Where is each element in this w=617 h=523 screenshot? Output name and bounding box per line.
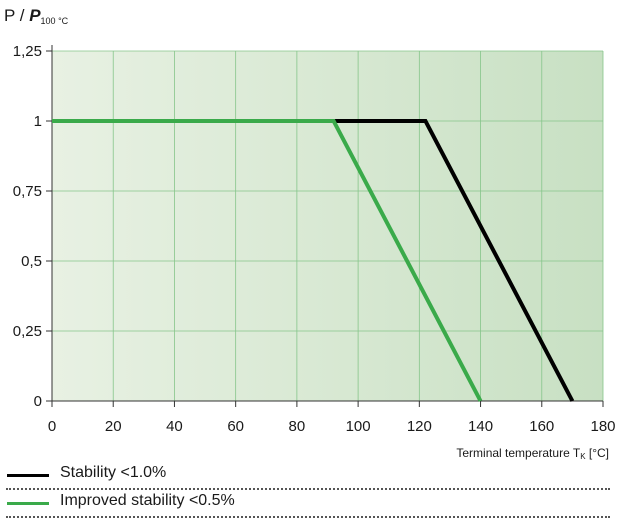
- x-tick-label: 0: [48, 418, 56, 435]
- x-tick-label: 20: [105, 418, 122, 435]
- x-axis-label: Terminal temperature TK [°C]: [456, 446, 609, 461]
- x-axis-label-text: Terminal temperature T: [456, 446, 581, 460]
- legend-swatch-improved-stability: [7, 502, 49, 505]
- y-tick-label: 0: [34, 393, 42, 410]
- x-tick-labels: 0 20 40 60 80 100 120 140 160 180: [48, 418, 616, 435]
- x-tick-label: 120: [407, 418, 432, 435]
- legend-label-improved-stability: Improved stability <0.5%: [60, 492, 235, 509]
- chart: 0 20 40 60 80 100 120 140 160 180 0 0,25 0,5 0,75 1 1,…: [13, 43, 616, 435]
- y-tick-label: 1,25: [13, 43, 42, 60]
- y-tick-label: 1: [34, 113, 42, 130]
- x-tick-label: 80: [289, 418, 306, 435]
- legend-label-stability: Stability <1.0%: [60, 464, 167, 481]
- x-tick-label: 180: [590, 418, 615, 435]
- y-axis-label-sub: 100 °C: [40, 16, 69, 26]
- axes: [46, 45, 604, 407]
- legend-item-improved-stability: Improved stability <0.5%: [6, 490, 610, 518]
- x-tick-label: 40: [166, 418, 183, 435]
- x-tick-label: 160: [529, 418, 554, 435]
- plot-area: [52, 51, 603, 401]
- series-line-improved-stability: [52, 119, 483, 402]
- y-axis-label-var: P: [29, 6, 41, 25]
- x-tick-label: 60: [227, 418, 244, 435]
- y-tick-label: 0,75: [13, 183, 42, 200]
- x-axis-label-sub: K: [580, 452, 586, 461]
- y-tick-label: 0,5: [21, 253, 42, 270]
- y-axis-label-prefix: P /: [4, 6, 30, 25]
- series-lines: [52, 119, 575, 402]
- x-tick-label: 100: [346, 418, 371, 435]
- y-axis-label: P / P100 °C: [4, 6, 68, 26]
- legend-item-stability: Stability <1.0%: [6, 462, 610, 490]
- legend: Stability <1.0% Improved stability <0.5%: [6, 462, 610, 518]
- x-axis-label-unit: [°C]: [585, 446, 609, 460]
- legend-swatch-stability: [7, 474, 49, 477]
- y-tick-label: 0,25: [13, 323, 42, 340]
- y-tick-labels: 0 0,25 0,5 0,75 1 1,25: [13, 43, 42, 410]
- x-tick-label: 140: [468, 418, 493, 435]
